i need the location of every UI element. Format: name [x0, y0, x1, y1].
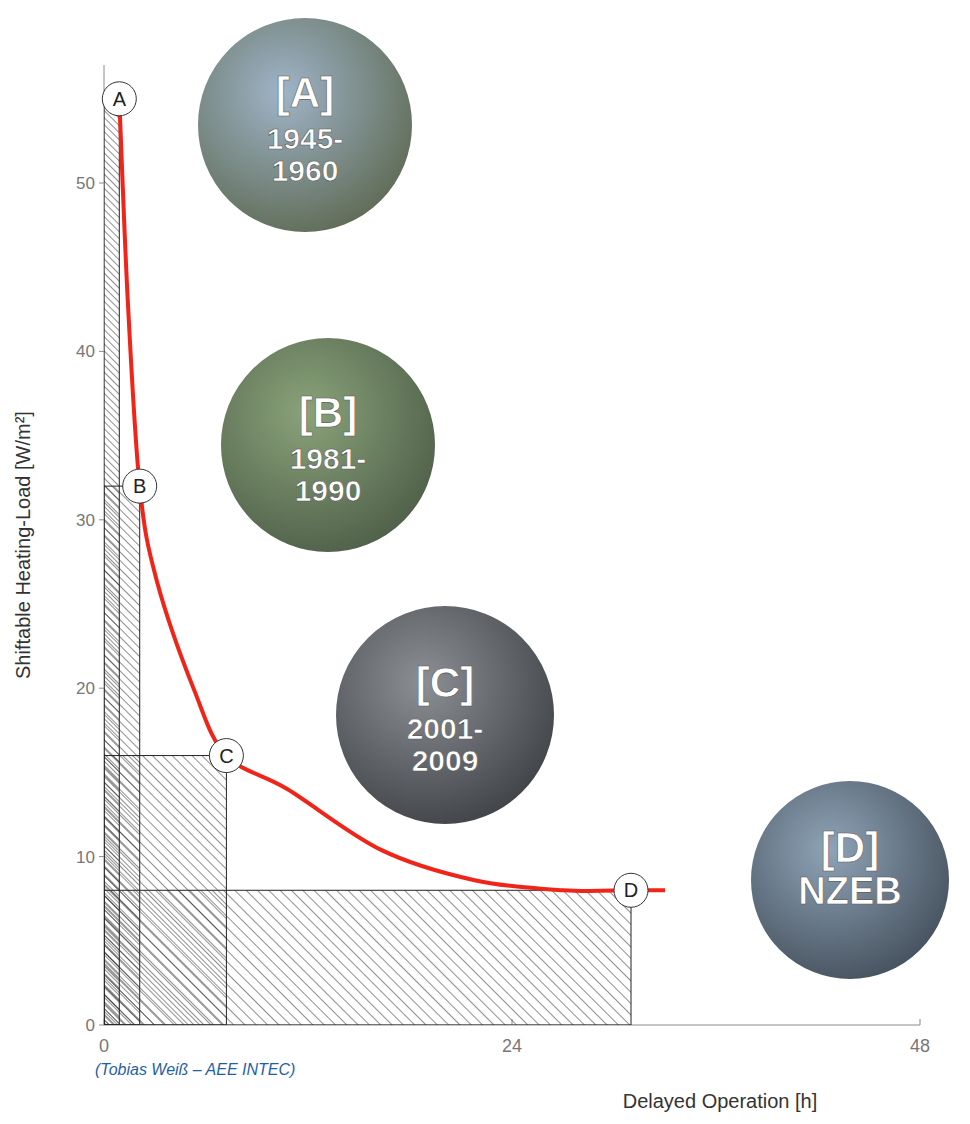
- point-marker: [102, 82, 136, 116]
- y-tick-label: 40: [76, 342, 95, 361]
- point-marker: [123, 469, 157, 503]
- building-period: 2001-2009: [407, 712, 484, 777]
- period-line: 1945-: [267, 122, 344, 155]
- badge-circle: [220, 337, 436, 553]
- y-tick-label: 20: [76, 679, 95, 698]
- point-label: A: [113, 88, 127, 110]
- x-tick-label: 48: [910, 1036, 930, 1056]
- shift-area: [104, 99, 119, 1025]
- badge-circle: [197, 17, 413, 233]
- y-tick: [99, 1025, 104, 1026]
- period-line: NZEB: [798, 870, 901, 912]
- x-tick: [920, 1019, 921, 1025]
- y-tick: [99, 688, 104, 689]
- chart-wrap: [A] 1945-1960 [B] 1981-1990 [C] 2001-2009 [D]N…: [0, 0, 970, 1124]
- building-period: 1945-1960: [267, 122, 344, 187]
- chart: [A] 1945-1960 [B] 1981-1990 [C] 2001-2009 [D]N…: [0, 0, 970, 1124]
- x-tick-label: 0: [99, 1036, 109, 1056]
- x-axis-title: Delayed Operation [h]: [623, 1090, 818, 1112]
- load-curve: [119, 99, 665, 891]
- point-marker: [209, 739, 243, 773]
- y-tick-label: 10: [76, 848, 95, 867]
- period-line: 1981-: [290, 442, 367, 475]
- source: (Tobias Weiß – AEE INTEC): [95, 1061, 295, 1078]
- building-badge: [C] 2001-2009: [335, 605, 555, 825]
- period-line: 1990: [295, 474, 362, 507]
- y-tick-label: 50: [76, 174, 95, 193]
- period-line: 1960: [272, 154, 339, 187]
- y-tick: [99, 351, 104, 352]
- plot-area: [104, 99, 665, 1025]
- building-period: NZEB: [798, 870, 901, 912]
- period-line: 2001-: [407, 712, 484, 745]
- period-line: 2009: [412, 744, 479, 777]
- y-tick: [99, 183, 104, 184]
- building-label: [A]: [276, 69, 334, 116]
- point-label: D: [624, 879, 638, 901]
- x-tick-label: 24: [502, 1036, 522, 1056]
- point-marker: [614, 873, 648, 907]
- point-label: C: [219, 745, 233, 767]
- building-label: [C]: [416, 659, 474, 706]
- y-tick-label: 0: [86, 1016, 95, 1035]
- y-tick: [99, 519, 104, 520]
- y-axis-title: Shiftable Heating-Load [W/m²]: [12, 411, 34, 679]
- building-badge: [B] 1981-1990: [220, 337, 436, 553]
- y-tick: [99, 856, 104, 857]
- point-label: B: [133, 475, 146, 497]
- badge-circle: [335, 605, 555, 825]
- building-badge: [A] 1945-1960: [197, 17, 413, 233]
- building-badge: [D]NZEB: [750, 780, 950, 980]
- building-period: 1981-1990: [290, 442, 367, 507]
- building-label: [D]: [821, 824, 879, 871]
- badge-circle: [750, 780, 950, 980]
- building-label: [B]: [299, 389, 357, 436]
- y-tick-label: 30: [76, 511, 95, 530]
